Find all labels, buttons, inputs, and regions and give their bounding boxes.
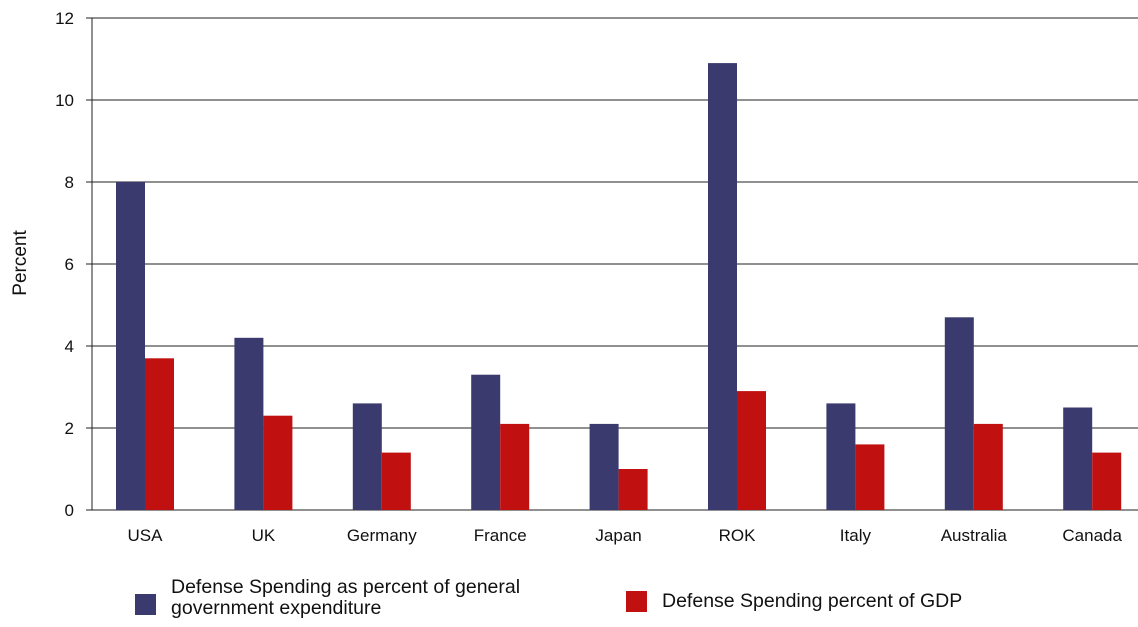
- y-tick-label: 12: [55, 9, 74, 28]
- x-tick-label: ROK: [719, 526, 757, 545]
- y-tick-label: 0: [65, 501, 74, 520]
- y-tick-label: 4: [65, 337, 74, 356]
- bar-italy-series-2: [855, 444, 885, 510]
- bar-italy-series-1: [826, 403, 856, 510]
- x-tick-labels: USA UK Germany France Japan ROK Italy Australia…: [128, 526, 1123, 545]
- y-tick-labels: 0 2 4 6 8 10 12: [55, 9, 74, 520]
- legend-swatch-series-2: [626, 591, 647, 612]
- x-tick-label: Australia: [941, 526, 1008, 545]
- y-tick-label: 10: [55, 91, 74, 110]
- bar-usa-series-2: [145, 358, 174, 510]
- legend-label-series-2: Defense Spending percent of GDP: [662, 590, 963, 612]
- legend-swatch-series-1: [135, 593, 156, 615]
- x-tick-label: UK: [252, 526, 276, 545]
- bar-canada-series-1: [1063, 407, 1093, 510]
- bar-japan-series-1: [589, 423, 619, 510]
- bar-france-series-1: [471, 374, 501, 510]
- y-tick-label: 8: [65, 173, 74, 192]
- bar-australia-series-2: [973, 423, 1003, 510]
- x-tick-label: Canada: [1062, 526, 1122, 545]
- bar-rok-series-1: [708, 63, 737, 510]
- x-tick-label: Japan: [595, 526, 641, 545]
- y-tick-label: 6: [65, 255, 74, 274]
- legend: Defense Spending as percent of general g…: [0, 577, 1138, 627]
- bar-germany-series-2: [381, 452, 411, 510]
- bar-germany-series-1: [352, 403, 382, 510]
- bar-usa-series-1: [116, 182, 145, 510]
- y-axis-title: Percent: [10, 230, 31, 296]
- bar-uk-series-1: [234, 337, 264, 510]
- legend-label-series-1: Defense Spending as percent of general g…: [171, 576, 521, 619]
- y-tick-label: 2: [65, 419, 74, 438]
- bar-rok-series-2: [737, 391, 766, 510]
- bar-chart: 0 2 4 6 8 10 12 USA UK Germany France Japan ROK Ital…: [10, 9, 1138, 545]
- x-tick-label: Germany: [347, 526, 417, 545]
- bars: [116, 63, 1122, 510]
- bar-australia-series-1: [944, 317, 974, 510]
- legend-item-series-1: Defense Spending as percent of general g…: [135, 577, 551, 619]
- bar-japan-series-2: [618, 469, 648, 510]
- legend-item-series-2: Defense Spending percent of GDP: [626, 591, 962, 612]
- x-tick-label: USA: [128, 526, 164, 545]
- x-tick-label: France: [474, 526, 527, 545]
- bar-canada-series-2: [1092, 452, 1122, 510]
- x-tick-label: Italy: [840, 526, 872, 545]
- bar-france-series-2: [500, 423, 530, 510]
- bar-uk-series-2: [263, 415, 293, 510]
